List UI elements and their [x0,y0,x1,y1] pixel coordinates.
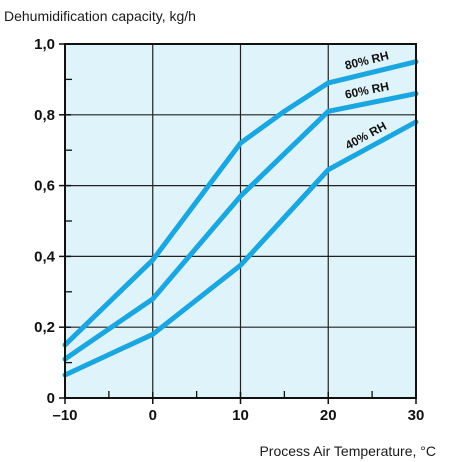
tick-labels: 00,20,40,60,81,0–10 0 10 20 30 [34,36,424,424]
x-axis-label: Process Air Temperature, °C [259,443,436,459]
y-tick-label: 0 [47,390,55,407]
series-line-0 [62,59,419,348]
y-tick-label: 0,8 [34,107,55,124]
grid [65,44,416,398]
x-tick-label: 20 [320,407,337,424]
x-tick-label: 0 [149,407,157,424]
x-tick-label: –10 [52,407,77,424]
y-tick-label: 0,4 [34,248,56,265]
series-line-1 [62,91,419,362]
series-line-2 [62,119,419,378]
y-tick-label: 0,2 [34,319,55,336]
x-tick-label: 30 [408,407,425,424]
y-tick-label: 1,0 [34,36,55,53]
x-tick-label: 10 [232,407,249,424]
series-lines [62,59,419,378]
chart-title: Dehumidification capacity, kg/h [4,8,196,24]
axes [59,43,417,404]
y-tick-label: 0,6 [34,178,55,195]
